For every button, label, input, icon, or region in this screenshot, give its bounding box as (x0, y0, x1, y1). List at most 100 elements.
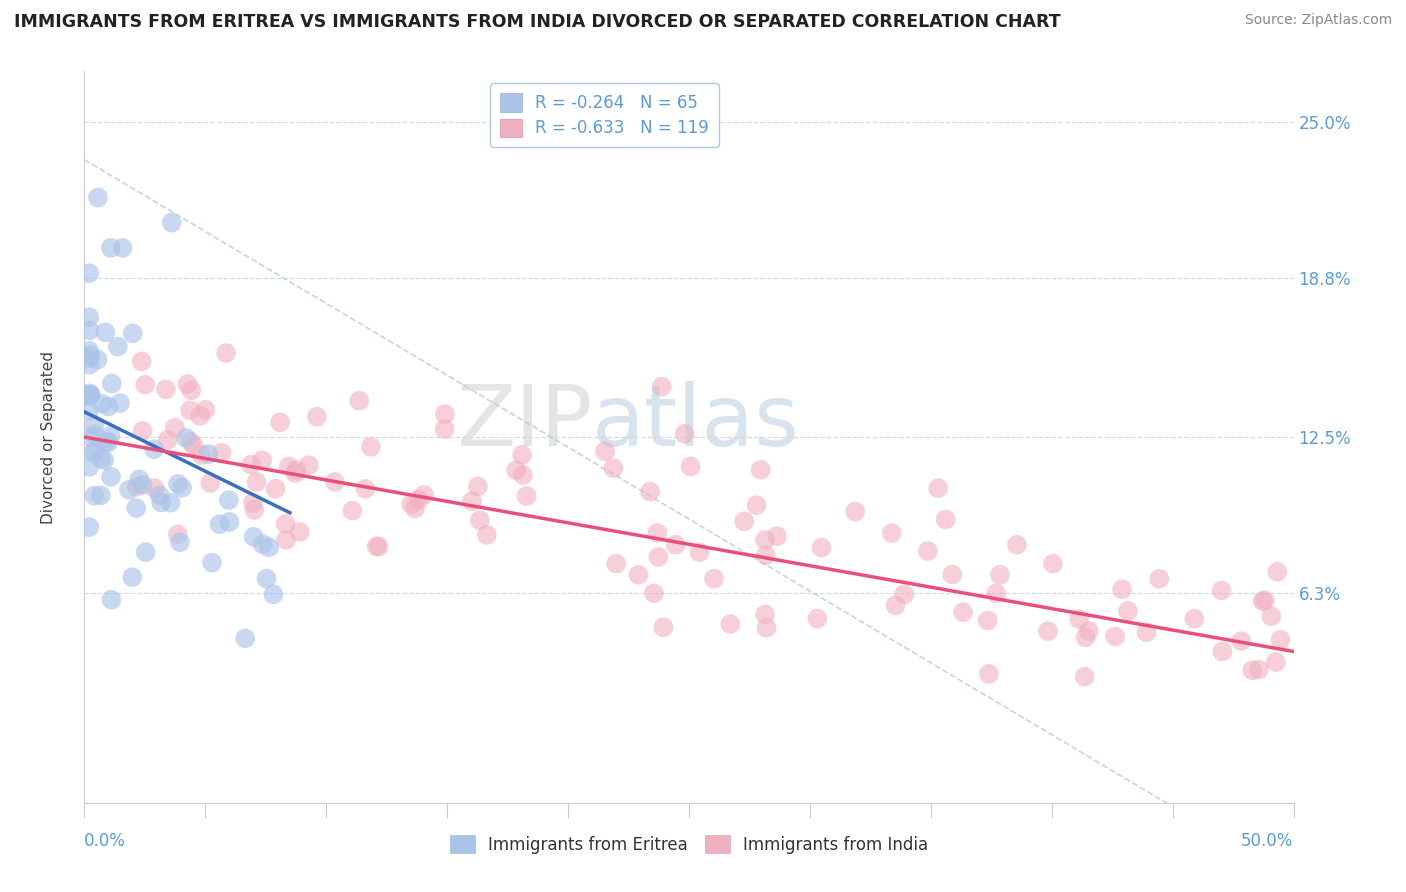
Point (935, 512, 957, 526)
Point (245, 475, 267, 489)
Point (755, 621, 778, 635)
Point (79, 358, 101, 372)
Point (197, 447, 219, 461)
Point (976, 614, 998, 628)
Point (844, 505, 866, 519)
Point (1111, 582, 1133, 597)
Point (602, 461, 624, 475)
Point (77, 403, 100, 417)
Point (689, 545, 711, 559)
Point (755, 548, 778, 562)
Point (274, 533, 297, 547)
Point (323, 475, 346, 489)
Point (163, 420, 186, 434)
Point (90, 451, 112, 466)
Point (1104, 630, 1126, 644)
Point (366, 540, 388, 554)
Point (79, 520, 101, 534)
Point (510, 448, 533, 462)
Point (131, 424, 153, 438)
Point (349, 393, 371, 408)
Point (638, 484, 661, 499)
Point (86, 352, 108, 367)
Point (174, 431, 197, 445)
Text: atlas: atlas (592, 381, 800, 464)
Point (167, 476, 190, 491)
Point (367, 540, 389, 554)
Text: 0.0%: 0.0% (84, 832, 127, 850)
Point (143, 442, 166, 457)
Point (647, 525, 669, 540)
Point (884, 599, 907, 613)
Point (252, 537, 274, 551)
Point (77, 343, 100, 358)
Point (749, 463, 772, 477)
Point (79, 389, 101, 403)
Point (179, 403, 201, 417)
Point (91, 397, 114, 411)
Point (766, 529, 789, 543)
Point (111, 241, 134, 255)
Point (673, 426, 696, 441)
Point (360, 440, 382, 454)
Point (169, 535, 191, 549)
Point (97, 400, 120, 414)
Point (977, 666, 1000, 681)
Point (1074, 630, 1097, 644)
Point (652, 620, 675, 634)
Point (408, 492, 430, 507)
Point (1241, 663, 1264, 677)
Point (1077, 624, 1099, 638)
Point (1135, 625, 1157, 640)
Point (988, 567, 1011, 582)
Point (211, 446, 233, 460)
Point (1254, 593, 1277, 607)
Point (80, 387, 103, 401)
Point (79, 348, 101, 362)
Point (107, 340, 129, 354)
Point (176, 376, 198, 391)
Point (284, 466, 307, 480)
Point (269, 416, 291, 430)
Point (100, 429, 122, 443)
Point (1211, 644, 1233, 658)
Point (108, 396, 131, 410)
Point (1230, 634, 1253, 648)
Point (243, 503, 266, 517)
Point (218, 493, 240, 508)
Point (941, 567, 963, 582)
Point (135, 545, 157, 559)
Point (83, 427, 105, 442)
Point (100, 470, 122, 484)
Point (77, 386, 100, 401)
Point (201, 556, 224, 570)
Point (433, 407, 456, 421)
Point (100, 592, 122, 607)
Point (134, 377, 156, 392)
Point (1270, 632, 1292, 647)
Point (121, 570, 143, 584)
Point (155, 382, 177, 396)
Point (475, 528, 498, 542)
Text: Source: ZipAtlas.com: Source: ZipAtlas.com (1244, 13, 1392, 28)
Point (83, 443, 105, 458)
Point (917, 544, 939, 558)
Point (257, 541, 280, 555)
Point (131, 354, 153, 368)
Point (718, 617, 741, 632)
Point (1036, 624, 1059, 639)
Point (83, 489, 105, 503)
Point (180, 434, 202, 449)
Point (1260, 609, 1282, 624)
Point (172, 481, 194, 495)
Point (1005, 538, 1028, 552)
Point (512, 467, 534, 482)
Point (413, 488, 436, 502)
Point (399, 497, 422, 511)
Point (166, 527, 188, 541)
Point (121, 326, 143, 341)
Point (77, 459, 100, 474)
Point (1211, 583, 1233, 598)
Point (77, 323, 100, 337)
Point (1073, 670, 1095, 684)
